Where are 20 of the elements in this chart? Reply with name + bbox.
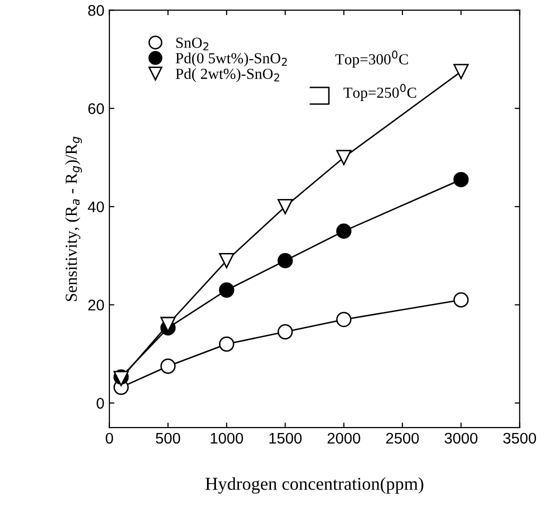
y-tick-label: 20 [88,300,104,310]
annotation: Top=250$^{0}$C [344,84,416,101]
x-tick-label: 3000 [444,432,478,444]
x-tick-label: 1500 [269,432,302,444]
y-axis-title: Sensitivity, (R$_{a}$ - R$_{g}$)/R$_{g}$ [65,136,82,302]
y-tick-label: 0 [96,398,104,409]
x-tick-label: 3500 [503,432,536,444]
y-tick-label: 60 [88,103,104,114]
x-tick-label: 2500 [386,432,419,444]
x-tick-label: 500 [156,432,180,444]
legend-label: Pd( 2wt%)-SnO$_{2}$ [176,68,280,82]
legend-label: Pd(0 5wt%)-SnO$_{2}$ [176,52,287,66]
x-tick-label: 1000 [210,432,244,444]
x-tick-label: 2000 [328,432,360,444]
legend-label: SnO$_{2}$ [176,38,208,50]
x-tick-label: 0 [106,432,114,444]
y-tick-label: 40 [88,201,104,212]
annotation: Top=300$^{0}$C [335,50,408,68]
y-tick-label: 80 [88,5,104,16]
x-axis-title: Hydrogen concentration(ppm) [205,477,424,494]
